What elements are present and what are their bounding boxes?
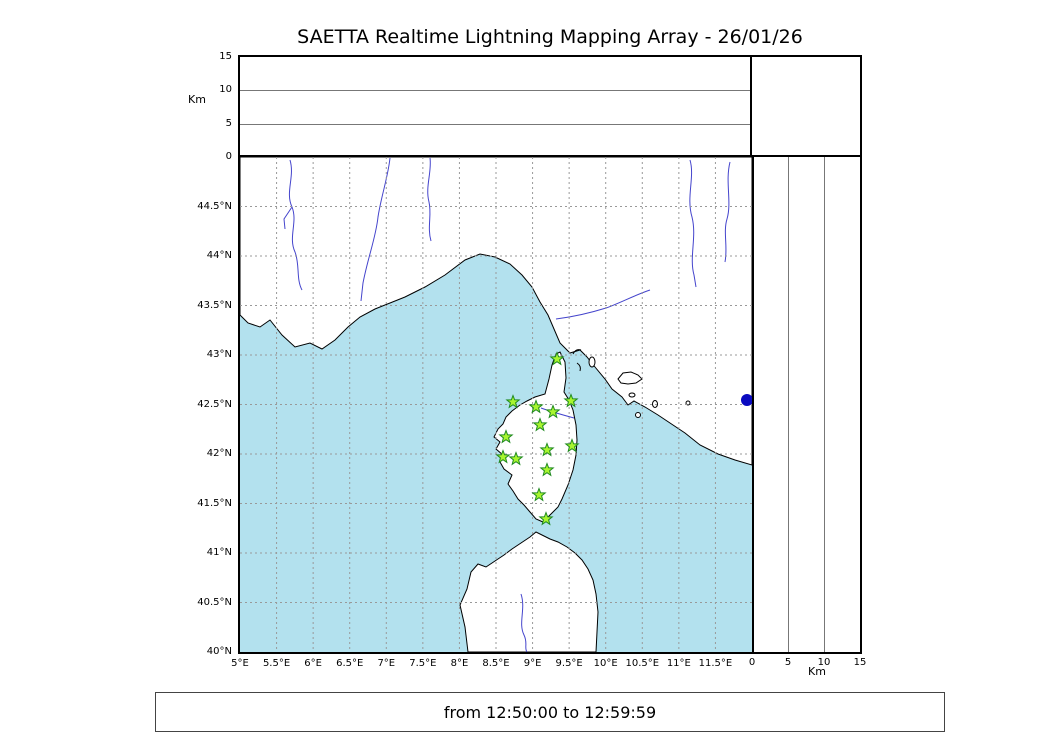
- alt-axis-tick-left: 10: [219, 84, 232, 96]
- x-axis-tick: 5.5°E: [262, 658, 291, 669]
- station-marker: [539, 442, 555, 457]
- alt-axis-tick-left: 15: [219, 51, 232, 62]
- grid-lines: [240, 157, 752, 652]
- river: [283, 206, 293, 230]
- time-range-box: from 12:50:00 to 12:59:59: [155, 692, 945, 732]
- x-axis-tick: 11.5°E: [698, 658, 733, 669]
- station-marker: [508, 451, 524, 466]
- x-axis-tick: 10°E: [593, 658, 618, 669]
- alt-axis-tick-bottom: 10: [817, 657, 831, 668]
- river: [540, 407, 575, 419]
- data-point-dot: [741, 394, 752, 406]
- station-marker: [538, 511, 554, 526]
- x-axis-tick: 10.5°E: [625, 658, 660, 669]
- mainland-coast: [240, 157, 752, 466]
- station-marker: [563, 393, 579, 408]
- y-axis-tick: 43.5°N: [197, 299, 232, 311]
- y-axis-tick: 41.5°N: [197, 497, 232, 509]
- x-axis-tick: 9°E: [523, 658, 542, 669]
- x-axis-tick: 11°E: [666, 658, 691, 669]
- altitude-vs-longitude-panel: [238, 55, 754, 159]
- gridline-5km: [240, 123, 752, 125]
- y-axis-tick: 42°N: [206, 448, 232, 459]
- y-axis-tick: 43°N: [206, 349, 232, 360]
- y-axis-tick: 44°N: [206, 250, 232, 261]
- station-marker: [531, 487, 547, 502]
- river: [520, 593, 528, 652]
- river: [427, 157, 432, 242]
- map-panel: [238, 155, 754, 654]
- station-marker: [528, 399, 544, 414]
- time-range-text: from 12:50:00 to 12:59:59: [443, 702, 657, 722]
- station-marker: [532, 417, 548, 432]
- gridline-5km: [788, 157, 789, 652]
- gridline-10km: [240, 90, 752, 92]
- x-axis-tick: 7°E: [377, 658, 396, 669]
- x-axis-tick: 9.5°E: [555, 658, 583, 669]
- y-axis-tick: 42.5°N: [197, 398, 232, 410]
- y-axis-tick: 40°N: [206, 646, 232, 657]
- pianosa-island: [628, 392, 636, 398]
- x-axis-tick: 8°E: [450, 658, 469, 669]
- alt-axis-tick-bottom: 5: [784, 657, 792, 668]
- station-marker: [539, 462, 555, 477]
- sardinia-coast: [459, 531, 599, 652]
- km-axis-label-left: Km: [188, 93, 206, 106]
- river: [288, 159, 303, 291]
- y-axis-tick: 40.5°N: [197, 596, 232, 608]
- x-axis-tick: 6.5°E: [336, 658, 364, 669]
- station-marker: [495, 449, 511, 464]
- station-marker: [545, 404, 561, 419]
- station-marker: [549, 351, 565, 366]
- station-marker: [498, 429, 514, 444]
- y-axis-tick: 41°N: [206, 547, 232, 558]
- capraia-island: [588, 356, 596, 368]
- x-axis-tick: 6°E: [304, 658, 322, 669]
- alt-axis-tick-bottom: 0: [748, 657, 756, 668]
- corner-panel: [750, 55, 862, 159]
- alt-axis-tick-left: 5: [225, 117, 232, 129]
- gridline-10km: [824, 157, 825, 652]
- station-marker: [505, 394, 521, 409]
- coast-detail-marks: [572, 349, 582, 372]
- corsica-coast: [493, 351, 578, 523]
- montecristo-island: [635, 412, 641, 418]
- alt-axis-tick-left: 0: [225, 151, 232, 162]
- x-axis-tick: 5°E: [231, 658, 249, 669]
- figure-title: SAETTA Realtime Lightning Mapping Array …: [297, 26, 803, 48]
- km-axis-label-bottom: Km: [808, 665, 826, 678]
- station-markers: [495, 351, 580, 526]
- y-axis-tick: 44.5°N: [197, 200, 232, 212]
- mediterranean-map: [240, 157, 752, 652]
- river: [689, 159, 697, 288]
- x-axis-tick: 8.5°E: [482, 658, 510, 669]
- x-axis-tick: 7.5°E: [409, 658, 437, 669]
- alt-axis-tick-bottom: 15: [853, 657, 867, 668]
- river: [724, 161, 731, 263]
- station-marker: [564, 438, 580, 453]
- altitude-vs-latitude-panel: [750, 155, 862, 654]
